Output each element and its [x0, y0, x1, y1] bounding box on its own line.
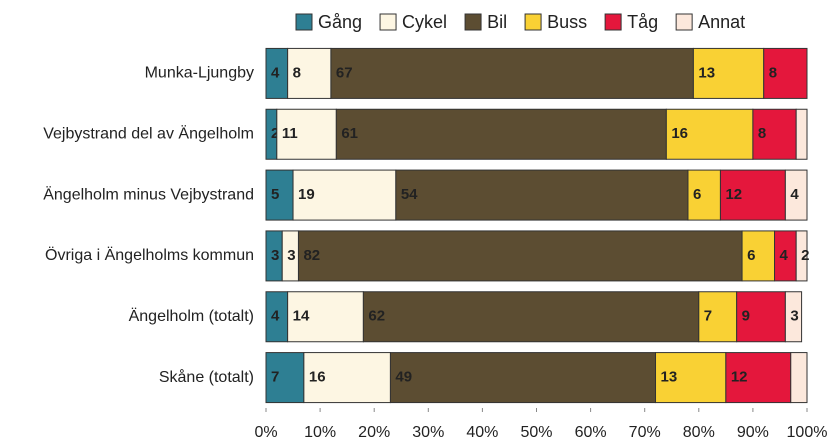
data-label: 7	[271, 369, 279, 386]
data-label: 16	[671, 125, 688, 142]
data-label: 9	[742, 308, 750, 325]
bar-segment	[752, 108, 797, 160]
data-label: 8	[769, 64, 777, 81]
bar-segment	[698, 291, 738, 343]
bar-segment	[665, 108, 754, 160]
bar-segment	[725, 352, 792, 404]
data-label: 3	[287, 247, 295, 264]
legend-label: Buss	[547, 12, 587, 32]
data-label: 4	[271, 64, 280, 81]
bar-segment	[790, 352, 808, 404]
bar-segment	[287, 291, 364, 343]
legend-label: Bil	[487, 12, 507, 32]
data-label: 6	[693, 186, 701, 203]
y-tick-label: Munka-Ljungby	[145, 65, 254, 82]
x-tick-label: 90%	[737, 424, 769, 437]
data-label: 2	[801, 247, 809, 264]
x-tick-label: 40%	[466, 424, 498, 437]
bar-segment	[741, 230, 776, 282]
data-label: 8	[293, 64, 301, 81]
data-label: 2	[271, 125, 279, 142]
bar-segment	[719, 169, 786, 221]
data-label: 19	[298, 186, 315, 203]
data-label: 13	[661, 369, 678, 386]
data-label: 67	[336, 64, 353, 81]
legend-swatch	[295, 13, 313, 31]
data-label: 3	[790, 308, 798, 325]
legend-swatch	[524, 13, 542, 31]
data-label: 61	[341, 125, 358, 142]
bar-segment	[362, 291, 700, 343]
legend-label: Gång	[318, 12, 362, 32]
data-label: 4	[780, 247, 789, 264]
bar-segment	[655, 352, 727, 404]
bar-segment	[292, 169, 397, 221]
x-tick-label: 60%	[575, 424, 607, 437]
data-label: 62	[368, 308, 385, 325]
data-label: 4	[271, 308, 280, 325]
legend-swatch	[604, 13, 622, 31]
legend-label: Cykel	[402, 12, 447, 32]
bar-segment	[389, 352, 657, 404]
data-label: 12	[731, 369, 748, 386]
x-tick-label: 30%	[412, 424, 444, 437]
data-label: 7	[704, 308, 712, 325]
x-tick-label: 70%	[629, 424, 661, 437]
data-label: 16	[309, 369, 326, 386]
data-label: 3	[271, 247, 279, 264]
data-label: 14	[293, 308, 310, 325]
bar-segment	[687, 169, 721, 221]
bar-segment	[265, 352, 305, 404]
y-tick-label: Skåne (totalt)	[159, 368, 254, 386]
bar-segment	[795, 108, 808, 160]
data-label: 5	[271, 186, 279, 203]
bar-segment	[330, 47, 694, 99]
legend-swatch	[675, 13, 693, 31]
bar-segment	[297, 230, 743, 282]
data-label: 8	[758, 125, 766, 142]
bar-segment	[303, 352, 391, 404]
bar-segment	[784, 291, 803, 343]
data-label: 82	[303, 247, 320, 264]
bar-segment	[335, 108, 667, 160]
bar-segment	[763, 47, 808, 99]
legend-swatch	[379, 13, 397, 31]
y-tick-label: Vejbystrand del av Ängelholm	[43, 124, 254, 142]
legend-swatch	[464, 13, 482, 31]
x-tick-label: 80%	[683, 424, 715, 437]
bar-segment	[784, 169, 808, 221]
bar-segment	[265, 169, 294, 221]
data-label: 4	[790, 186, 799, 203]
data-label: 12	[725, 186, 742, 203]
legend-label: Annat	[698, 12, 745, 32]
data-label: 54	[401, 186, 418, 203]
legend-label: Tåg	[627, 12, 658, 32]
x-tick-label: 100%	[787, 424, 828, 437]
data-label: 6	[747, 247, 755, 264]
y-tick-label: Övriga i Ängelholms kommun	[45, 246, 254, 264]
y-tick-label: Ängelholm (totalt)	[129, 307, 254, 325]
x-tick-label: 10%	[304, 424, 336, 437]
data-label: 11	[282, 125, 298, 142]
bar-segment	[395, 169, 689, 221]
x-tick-label: 50%	[520, 424, 552, 437]
bar-segment	[736, 291, 786, 343]
data-label: 49	[395, 369, 412, 386]
bar-segment	[795, 230, 808, 282]
data-label: 13	[698, 64, 715, 81]
y-tick-label: Ängelholm minus Vejbystrand	[43, 185, 254, 203]
x-tick-label: 0%	[254, 424, 277, 437]
x-tick-label: 20%	[358, 424, 390, 437]
